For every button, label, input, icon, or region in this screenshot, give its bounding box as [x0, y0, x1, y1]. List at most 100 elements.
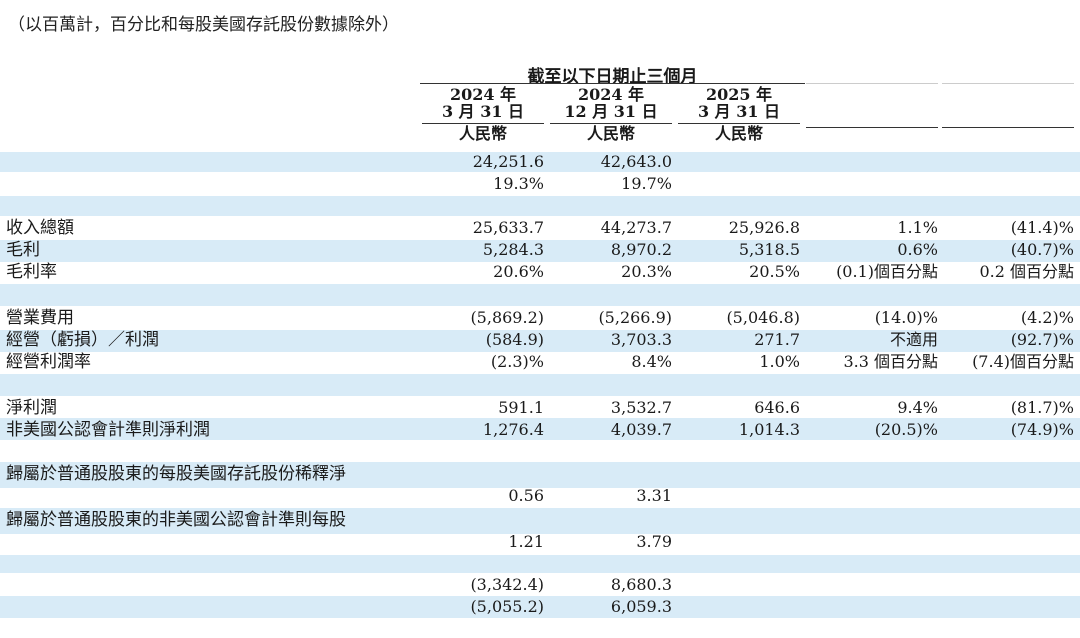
cell-mar-2024: 19.3%	[493, 174, 544, 193]
table-row: (5,055.2) 6,059.3	[0, 596, 1080, 618]
row-band	[0, 374, 1080, 396]
row-label: 毛利率	[6, 262, 57, 282]
cell-mar-2025: 1.0%	[759, 352, 800, 371]
cell-mar-2024: 5,284.3	[482, 240, 544, 259]
column-currency: 人民幣	[550, 123, 672, 142]
cell-dec-2024: 44,273.7	[600, 218, 672, 237]
table-row: 1.21 3.79	[0, 531, 1080, 553]
row-label: 營業費用	[6, 308, 74, 328]
column-header-1: 2024 年 3 月 31 日 人民幣	[422, 86, 544, 142]
cell-dec-2024: 6,059.3	[610, 597, 672, 616]
column-date: 3 月 31 日	[697, 102, 781, 121]
cell-mar-2024: (3,342.4)	[470, 575, 544, 594]
column-date: 12 月 31 日	[564, 102, 658, 121]
cell-mar-2024: 591.1	[498, 398, 544, 417]
header-rule	[420, 83, 805, 84]
header-rule	[806, 127, 938, 128]
period-group-title: 截至以下日期止三個月	[527, 67, 698, 87]
cell-dec-2024: 3,532.7	[610, 398, 672, 417]
cell-mar-2024: (5,869.2)	[470, 308, 544, 327]
table-row: 0.56 3.31	[0, 485, 1080, 507]
cell-yoy-change: 0.6%	[897, 240, 938, 259]
table-row: (3,342.4) 8,680.3	[0, 574, 1080, 596]
cell-mar-2025: 25,926.8	[728, 218, 800, 237]
cell-dec-2024: 19.7%	[621, 174, 672, 193]
table-row: 19.3% 19.7%	[0, 173, 1080, 195]
cell-qoq-change: (4.2)%	[1020, 308, 1074, 327]
cell-dec-2024: 42,643.0	[600, 152, 672, 171]
cell-dec-2024: 3.79	[636, 532, 672, 551]
column-header-2: 2024 年 12 月 31 日 人民幣	[550, 86, 672, 142]
row-label: 淨利潤	[6, 398, 57, 418]
column-year: 2025 年	[705, 85, 773, 104]
row-band	[0, 555, 1080, 573]
row-band	[0, 284, 1080, 306]
table-row: 歸屬於普通股股東的非美國公認會計準則每股	[0, 509, 1080, 531]
cell-dec-2024: 8,680.3	[610, 575, 672, 594]
header-rule	[942, 83, 1074, 84]
row-label: 經營（虧損）／利潤	[6, 330, 159, 350]
cell-yoy-change: 9.4%	[897, 398, 938, 417]
table-row: 毛利率 20.6% 20.3% 20.5% (0.1)個百分點 0.2 個百分點	[0, 261, 1080, 283]
cell-mar-2024: 20.6%	[493, 262, 544, 281]
row-band	[0, 462, 1080, 488]
cell-mar-2024: (584.9)	[485, 330, 544, 349]
cell-qoq-change: (40.7)%	[1010, 240, 1074, 259]
cell-yoy-change: (20.5)%	[874, 420, 938, 439]
cell-dec-2024: (5,266.9)	[598, 308, 672, 327]
table-row: 收入總額 25,633.7 44,273.7 25,926.8 1.1% (41…	[0, 217, 1080, 239]
header-rule	[806, 83, 938, 84]
cell-mar-2024: 25,633.7	[472, 218, 544, 237]
row-label: 歸屬於普通股股東的每股美國存託股份稀釋淨	[6, 464, 346, 484]
column-currency: 人民幣	[422, 123, 544, 142]
row-label: 毛利	[6, 240, 40, 260]
cell-dec-2024: 8.4%	[631, 352, 672, 371]
row-label: 經營利潤率	[6, 352, 91, 372]
header-rule	[942, 127, 1074, 128]
row-band	[0, 240, 1080, 262]
row-band	[0, 330, 1080, 352]
row-label: 歸屬於普通股股東的非美國公認會計準則每股	[6, 510, 346, 530]
row-label: 非美國公認會計準則淨利潤	[6, 420, 210, 440]
cell-qoq-change: 0.2 個百分點	[979, 262, 1074, 281]
cell-mar-2024: (5,055.2)	[470, 597, 544, 616]
cell-dec-2024: 20.3%	[621, 262, 672, 281]
cell-mar-2024: 24,251.6	[472, 152, 544, 171]
cell-qoq-change: (41.4)%	[1010, 218, 1074, 237]
row-band	[0, 152, 1080, 172]
cell-dec-2024: 3,703.3	[610, 330, 672, 349]
cell-yoy-change: (0.1)個百分點	[836, 262, 938, 281]
cell-dec-2024: 4,039.7	[610, 420, 672, 439]
cell-mar-2024: (2.3)%	[490, 352, 544, 371]
table-row: 淨利潤 591.1 3,532.7 646.6 9.4% (81.7)%	[0, 397, 1080, 419]
table-row: 非美國公認會計準則淨利潤 1,276.4 4,039.7 1,014.3 (20…	[0, 419, 1080, 441]
cell-dec-2024: 3.31	[636, 486, 672, 505]
cell-mar-2025: 5,318.5	[738, 240, 800, 259]
cell-mar-2025: 1,014.3	[738, 420, 800, 439]
table-row: 毛利 5,284.3 8,970.2 5,318.5 0.6% (40.7)%	[0, 239, 1080, 261]
column-header-3: 2025 年 3 月 31 日 人民幣	[678, 86, 800, 142]
cell-mar-2025: (5,046.8)	[726, 308, 800, 327]
cell-mar-2025: 271.7	[754, 330, 800, 349]
row-band	[0, 596, 1080, 618]
table-row: 經營（虧損）／利潤 (584.9) 3,703.3 271.7 不適用 (92.…	[0, 329, 1080, 351]
column-year: 2024 年	[577, 85, 645, 104]
table-row: 經營利潤率 (2.3)% 8.4% 1.0% 3.3 個百分點 (7.4)個百分…	[0, 351, 1080, 373]
cell-mar-2025: 646.6	[754, 398, 800, 417]
cell-dec-2024: 8,970.2	[610, 240, 672, 259]
column-year: 2024 年	[449, 85, 517, 104]
row-band	[0, 196, 1080, 216]
cell-mar-2024: 1.21	[508, 532, 544, 551]
row-label: 收入總額	[6, 218, 74, 238]
table-row: 營業費用 (5,869.2) (5,266.9) (5,046.8) (14.0…	[0, 307, 1080, 329]
table-row: 歸屬於普通股股東的每股美國存託股份稀釋淨	[0, 463, 1080, 485]
cell-yoy-change: (14.0)%	[874, 308, 938, 327]
column-currency: 人民幣	[678, 123, 800, 142]
cell-qoq-change: (81.7)%	[1010, 398, 1074, 417]
cell-mar-2024: 1,276.4	[482, 420, 544, 439]
cell-yoy-change: 不適用	[889, 330, 938, 349]
cell-qoq-change: (74.9)%	[1010, 420, 1074, 439]
row-band	[0, 418, 1080, 440]
cell-qoq-change: (92.7)%	[1010, 330, 1074, 349]
table-row: 24,251.6 42,643.0	[0, 151, 1080, 173]
